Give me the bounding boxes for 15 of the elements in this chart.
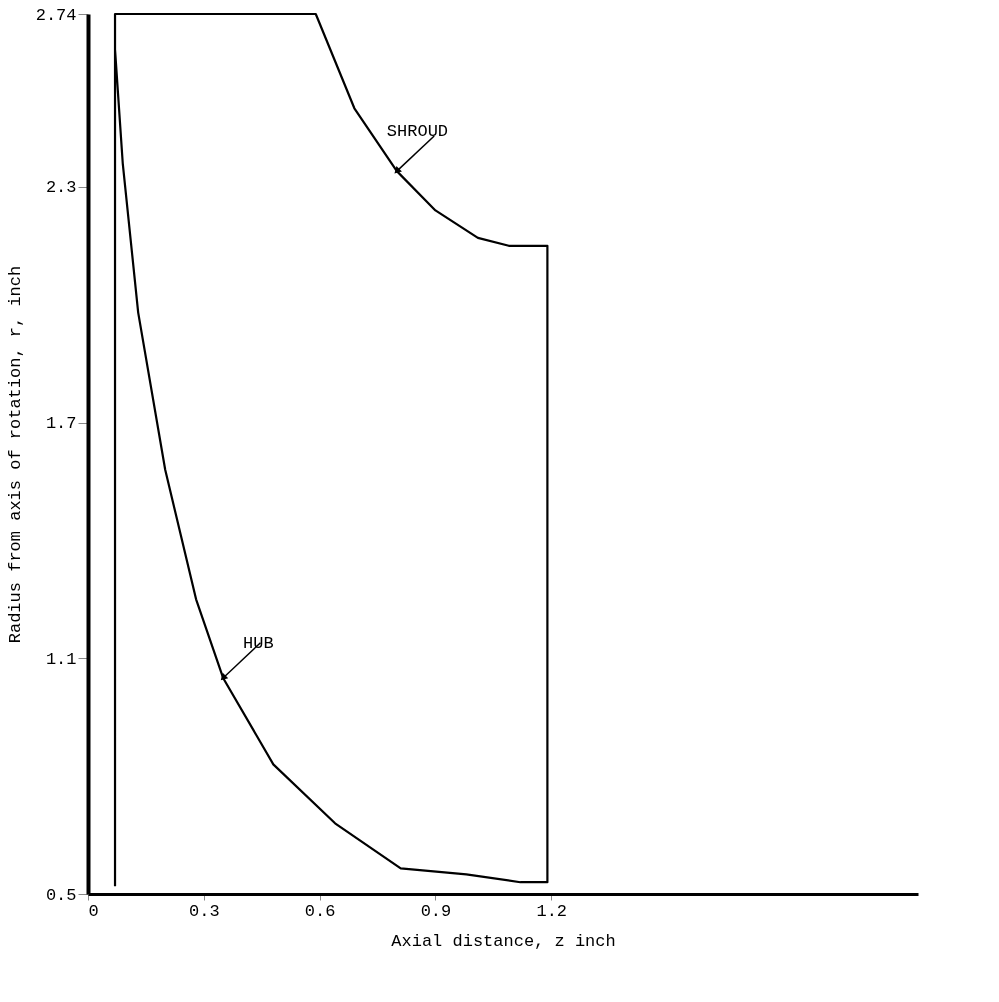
x-tick-label: 0 (88, 901, 99, 921)
y-axis-title: Radius from axis of rotation, r, inch (5, 265, 25, 644)
x-axis-title: Axial distance, z inch (391, 931, 616, 951)
y-tick-label: 0.5 (45, 885, 77, 905)
x-tick-label: 1.2 (536, 901, 568, 921)
y-tick-label: 2.3 (45, 178, 77, 198)
y-tick-label: 2.74 (35, 5, 77, 25)
line-series (113, 12, 549, 888)
y-tick-label: 1.1 (45, 649, 77, 669)
annotation: HUB (243, 633, 274, 653)
y-tick-label: 1.7 (45, 414, 77, 434)
x-tick-label: 0.6 (304, 901, 336, 921)
x-tick-label: 0.9 (420, 901, 452, 921)
annotation: SHROUD (386, 122, 449, 142)
x-tick-label: 0.3 (189, 901, 220, 921)
